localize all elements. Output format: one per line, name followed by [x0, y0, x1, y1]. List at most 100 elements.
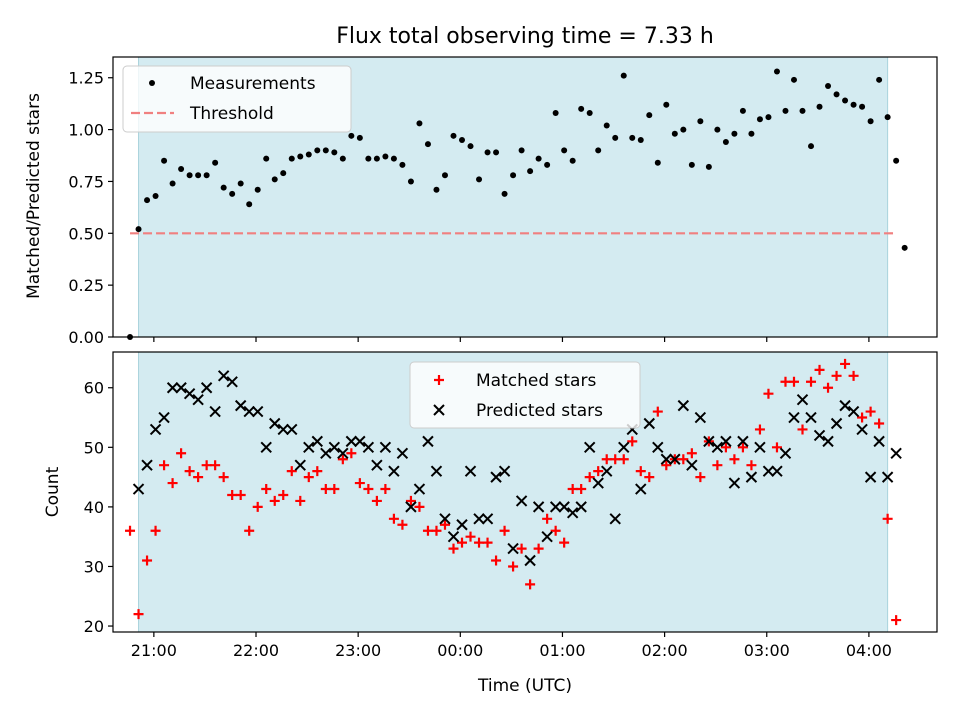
matched-stars-point — [635, 466, 646, 477]
matched-stars-point — [371, 495, 382, 506]
predicted-stars-point — [388, 465, 400, 477]
matched-stars-point — [814, 364, 825, 375]
matched-stars-point — [840, 358, 851, 369]
predicted-stars-point — [839, 399, 851, 412]
bottom-axes-frame — [112, 351, 938, 633]
predicted-stars-point — [234, 399, 247, 412]
measurement-point — [433, 186, 440, 193]
predicted-stars-point — [847, 405, 860, 418]
measurement-point — [237, 180, 244, 187]
bottom-series-1 — [132, 370, 902, 567]
top-legend: Measurements Threshold — [122, 65, 352, 133]
matched-stars-point — [567, 484, 578, 495]
predicted-stars-point — [132, 483, 145, 495]
predicted-stars-point — [515, 495, 528, 507]
measurement-point — [756, 116, 763, 123]
matched-stars-point — [278, 489, 289, 500]
measurement-point — [552, 110, 559, 116]
measurement-point — [382, 153, 389, 160]
bottom-y-tick-label: 40 — [84, 498, 104, 517]
matched-stars-point — [184, 466, 195, 477]
predicted-stars-point — [618, 441, 630, 454]
predicted-stars-point — [720, 435, 732, 448]
measurement-point — [212, 159, 219, 166]
matched-stars-point — [788, 376, 799, 387]
measurement-point — [390, 155, 397, 162]
matched-stars-point — [508, 561, 519, 572]
predicted-stars-point — [549, 501, 562, 513]
measurement-point — [731, 130, 738, 137]
matched-stars-point — [312, 466, 323, 477]
measurement-point — [859, 103, 866, 110]
measurement-point — [322, 147, 329, 154]
matched-stars-point — [882, 513, 893, 524]
measurement-point — [441, 172, 448, 179]
measurement-point — [765, 114, 772, 121]
predicted-stars-point — [252, 405, 264, 418]
matched-stars-point — [380, 484, 391, 495]
measurement-point — [688, 161, 695, 168]
measurement-point — [893, 157, 900, 164]
matched-stars-point — [363, 484, 374, 495]
matched-stars-point — [269, 495, 280, 506]
measurement-point — [569, 157, 576, 164]
predicted-stars-point — [575, 501, 587, 513]
measurement-point — [161, 157, 168, 164]
matched-stars-point — [550, 525, 561, 536]
predicted-stars-point — [166, 382, 179, 394]
bottom-y-tick-label: 60 — [84, 379, 104, 398]
matched-stars-point — [746, 460, 757, 471]
legend-marker-matched — [434, 375, 444, 385]
matched-stars-point — [831, 370, 842, 381]
measurement-point — [450, 132, 457, 139]
matched-stars-point — [601, 454, 612, 465]
predicted-stars-point — [149, 423, 162, 436]
top-y-tick-label: 0.75 — [68, 172, 104, 191]
predicted-stars-point — [737, 435, 749, 448]
measurement-point — [339, 155, 346, 162]
predicted-stars-point — [243, 405, 255, 418]
measurement-point — [816, 103, 823, 110]
measurement-point — [825, 83, 832, 90]
matched-stars-point — [303, 472, 314, 483]
measurement-point — [314, 147, 321, 154]
matched-stars-point — [405, 495, 416, 506]
matched-stars-point — [516, 543, 527, 554]
measurement-point — [876, 76, 883, 83]
predicted-stars-point — [371, 459, 383, 471]
matched-stars-point — [167, 478, 178, 489]
x-tick-label: 00:00 — [437, 641, 483, 660]
measurement-point — [169, 180, 176, 187]
matched-stars-point — [252, 501, 263, 512]
predicted-stars-point — [890, 447, 902, 459]
predicted-stars-point — [396, 447, 409, 459]
matched-stars-point — [235, 489, 246, 500]
measurement-point — [331, 149, 338, 156]
bottom-y-tick-label: 20 — [84, 617, 104, 636]
x-tick-label: 22:00 — [233, 641, 279, 660]
predicted-stars-point — [379, 441, 392, 454]
top-y-axis-label: Matched/Predicted stars — [24, 93, 44, 299]
predicted-stars-point — [524, 554, 536, 567]
bottom-y-tick-label: 30 — [84, 557, 104, 576]
bottom-y-tick-label: 50 — [84, 438, 104, 457]
matched-stars-point — [848, 370, 859, 381]
matched-stars-point — [686, 448, 697, 459]
measurement-point — [901, 244, 908, 251]
predicted-stars-point — [532, 501, 545, 513]
measurement-point — [144, 197, 151, 204]
measurement-point — [620, 72, 627, 79]
predicted-stars-point — [728, 477, 741, 489]
measurement-point — [152, 192, 159, 199]
matched-stars-point — [823, 382, 834, 393]
measurement-point — [697, 118, 704, 125]
predicted-stars-point — [422, 435, 434, 448]
predicted-stars-point — [711, 441, 724, 454]
x-tick-label: 21:00 — [131, 641, 177, 660]
predicted-stars-point — [158, 411, 170, 424]
measurement-point — [578, 105, 585, 112]
x-tick-label: 02:00 — [642, 641, 688, 660]
predicted-stars-point — [447, 530, 460, 543]
predicted-stars-point — [337, 447, 349, 459]
matched-stars-point — [295, 495, 306, 506]
